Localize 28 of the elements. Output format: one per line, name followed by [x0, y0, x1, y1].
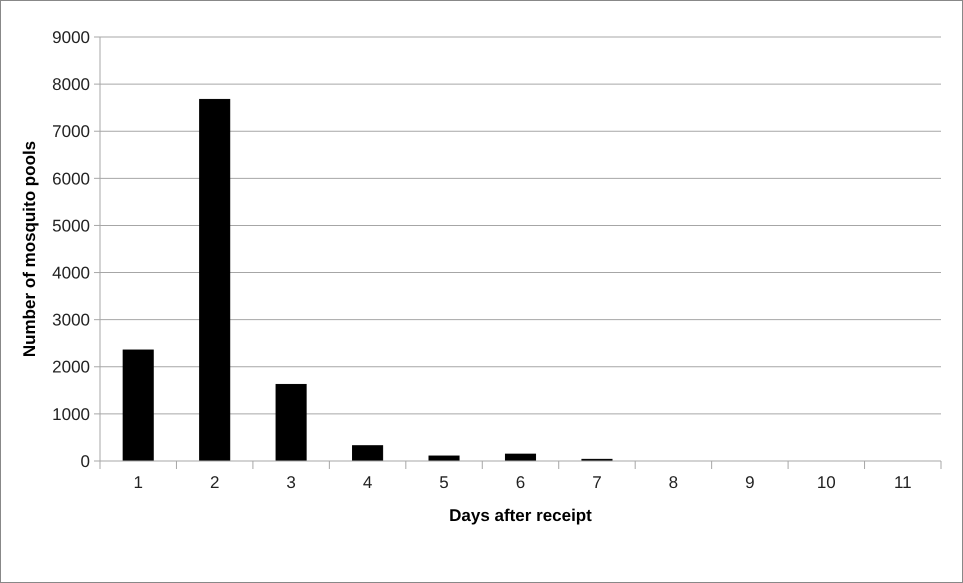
- x-tick-label: 5: [439, 473, 449, 492]
- y-tick-label: 6000: [52, 169, 90, 188]
- y-axis-title: Number of mosquito pools: [20, 140, 39, 358]
- x-axis-title: Days after receipt: [449, 506, 592, 525]
- y-tick-label: 9000: [52, 28, 90, 47]
- x-tick-label: 6: [516, 473, 526, 492]
- x-tick-label: 3: [286, 473, 296, 492]
- bar: [199, 98, 230, 462]
- x-tick-label: 1: [133, 473, 143, 492]
- y-tick-label: 8000: [52, 75, 90, 94]
- y-tick-label: 7000: [52, 122, 90, 142]
- x-tick-label: 7: [592, 473, 602, 492]
- y-tick-label: 3000: [52, 310, 90, 330]
- bar: [276, 384, 307, 462]
- x-tick-label: 9: [745, 473, 755, 492]
- bar: [352, 445, 384, 462]
- x-tick-label: 2: [210, 473, 220, 492]
- y-tick-label: 0: [80, 452, 90, 471]
- bar: [122, 350, 154, 462]
- x-tick-label: 8: [668, 473, 678, 492]
- y-tick-label: 4000: [52, 264, 90, 283]
- x-tick-label: 11: [894, 473, 912, 492]
- bar: [504, 454, 536, 462]
- x-tick-label: 4: [362, 473, 372, 492]
- y-tick-label: 1000: [52, 404, 90, 424]
- y-tick-label: 2000: [52, 358, 90, 377]
- x-tick-label: 10: [816, 473, 836, 492]
- y-tick-label: 5000: [52, 216, 90, 236]
